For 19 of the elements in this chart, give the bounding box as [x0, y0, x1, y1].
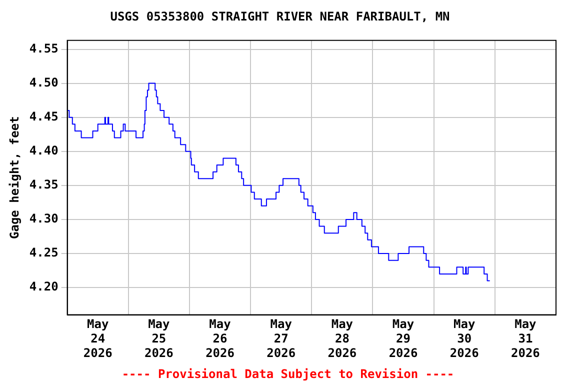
x-tick-label: May 27 2026: [266, 317, 296, 360]
y-tick-label: 4.55: [29, 41, 58, 56]
y-tick-label: 4.20: [29, 280, 58, 294]
x-tick-label: May 24 2026: [83, 317, 112, 360]
x-tick-label: May 29 2026: [388, 317, 418, 360]
x-tick-label: May 26 2026: [206, 317, 234, 360]
text: ---- Provisional Data Subject to Revision ----: [120, 367, 456, 381]
y-axis-title: Gage height, feet: [7, 116, 22, 240]
y-tick-label: 4.35: [29, 178, 58, 192]
x-tick-label: May 31 2026: [511, 317, 540, 360]
x-tick-label: May 30 2026: [450, 317, 479, 360]
chart-title: USGS 05353800 STRAIGHT RIVER NEAR FARIBAULT, MN: [110, 9, 450, 24]
x-tick-label: May 25 2026: [144, 317, 174, 360]
y-tick-label: 4.40: [29, 144, 58, 158]
y-tick-label: 4.30: [29, 212, 58, 226]
x-tick-label: May 28 2026: [328, 317, 357, 360]
y-tick-label: 4.50: [29, 75, 58, 90]
y-tick-label: 4.45: [29, 109, 58, 124]
y-tick-label: 4.25: [29, 246, 58, 260]
